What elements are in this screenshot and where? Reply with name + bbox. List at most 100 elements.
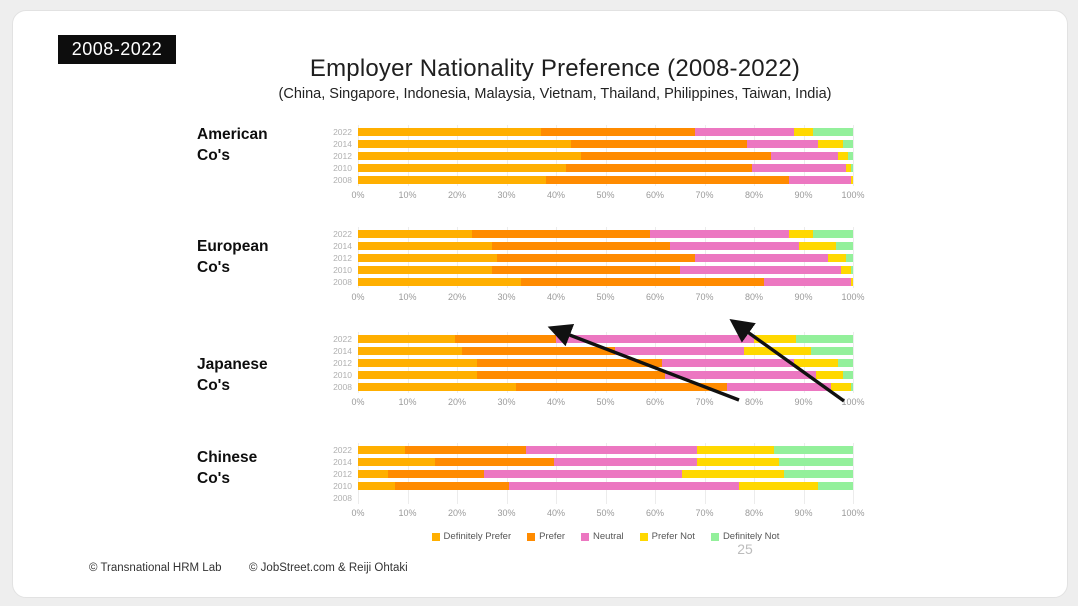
chart-subtitle: (China, Singapore, Indonesia, Malaysia, …	[278, 86, 832, 102]
axis-tick-label: 20%	[447, 190, 466, 200]
year-label: 2014	[333, 240, 352, 251]
group-label-line: Co's	[197, 259, 230, 276]
bar-segment-definitely-prefer	[358, 242, 492, 250]
axis-tick-label: 30%	[497, 190, 516, 200]
year-label: 2022	[333, 444, 352, 455]
axis-tick-label: 100%	[841, 508, 865, 518]
bar-segment-definitely-not	[813, 128, 853, 136]
axis-tick-label: 0%	[351, 292, 365, 302]
bar-segment-prefer-not	[845, 164, 851, 172]
group-label: Chinese Co's	[197, 447, 257, 489]
axis-tick-label: 30%	[497, 397, 516, 407]
page-number: 25	[737, 541, 753, 557]
bar-segment-definitely-not	[843, 371, 853, 379]
bar-segment-neutral	[763, 278, 851, 286]
bar-segment-prefer	[454, 335, 556, 343]
axis-tick-label: 90%	[794, 508, 813, 518]
axis-tick-label: 100%	[841, 190, 865, 200]
bar-segment-prefer	[434, 458, 554, 466]
bar-segment-prefer-not	[850, 176, 853, 184]
year-label: 2012	[333, 357, 352, 368]
bar-row-2008	[358, 176, 853, 184]
legend-swatch-prefer-not	[639, 532, 648, 541]
legend-label: Prefer Not	[651, 531, 695, 542]
axis-tick-label: 40%	[546, 397, 565, 407]
bar-segment-neutral	[746, 140, 819, 148]
bar-row-2022	[358, 128, 853, 136]
axis-tick-label: 80%	[744, 190, 763, 200]
bar-segment-neutral	[650, 230, 789, 238]
bar-segment-definitely-prefer	[358, 266, 492, 274]
year-label: 2012	[333, 150, 352, 161]
legend-label: Prefer	[539, 531, 566, 542]
group-label-line: American	[197, 126, 268, 143]
bar-row-2010	[358, 482, 853, 490]
bar-segment-prefer-not	[793, 128, 814, 136]
chart-legend: Definitely Prefer Prefer Neutral Prefer Not…	[358, 531, 853, 542]
axis-tick-label: 40%	[546, 508, 565, 518]
axis-tick-label: 90%	[794, 292, 813, 302]
axis-tick-label: 90%	[794, 190, 813, 200]
bar-row-2008	[358, 278, 853, 286]
bar-segment-definitely-not	[845, 254, 853, 262]
axis-tick-label: 60%	[645, 397, 664, 407]
bar-segment-prefer-not	[818, 140, 844, 148]
group-label: Japanese Co's	[197, 354, 268, 396]
year-label: 2008	[333, 174, 352, 185]
bar-segment-definitely-prefer	[358, 446, 406, 454]
chart-title: Employer Nationality Preference (2008-20…	[309, 55, 801, 82]
bar-row-2022	[358, 230, 853, 238]
chart-group-chinese: Chinese Co's 0% 10% 20% 30% 40% 50% 60% 70% 80% 90%…	[13, 443, 1067, 526]
bar-segment-neutral	[508, 482, 740, 490]
bar-segment-definitely-prefer	[358, 140, 571, 148]
legend-swatch-definitely-prefer	[431, 532, 440, 541]
legend-label: Neutral	[593, 531, 624, 542]
bar-segment-neutral	[555, 335, 754, 343]
bar-segment-definitely-not	[835, 242, 853, 250]
year-label: 2008	[333, 381, 352, 392]
period-badge: 2008-2022	[58, 35, 176, 64]
bar-segment-prefer-not	[793, 359, 839, 367]
axis-tick-label: 0%	[351, 190, 365, 200]
group-label-line: Co's	[197, 147, 230, 164]
bar-segment-prefer-not	[753, 335, 797, 343]
legend-item: Prefer	[527, 531, 565, 542]
bar-segment-prefer-not	[788, 230, 814, 238]
axis-tick-label: 10%	[398, 397, 417, 407]
bar-segment-definitely-prefer	[358, 230, 472, 238]
bar-row-2012	[358, 254, 853, 262]
legend-item: Prefer Not	[639, 531, 695, 542]
axis-tick-label: 70%	[695, 397, 714, 407]
bar-segment-definitely-not	[778, 458, 853, 466]
axis-tick-label: 80%	[744, 508, 763, 518]
bar-segment-prefer-not	[815, 371, 844, 379]
bar-row-2010	[358, 371, 853, 379]
bar-segment-neutral	[726, 383, 831, 391]
plot-area: 0% 10% 20% 30% 40% 50% 60% 70% 80% 90% 100% 2022 201…	[333, 332, 865, 415]
axis-tick-label: 20%	[447, 508, 466, 518]
bar-segment-definitely-not	[813, 230, 853, 238]
bar-segment-neutral	[669, 242, 799, 250]
bar-segment-prefer	[387, 470, 485, 478]
bar-segment-prefer-not	[850, 278, 853, 286]
axis-tick-label: 30%	[497, 292, 516, 302]
bar-segment-definitely-prefer	[358, 164, 566, 172]
bar-segment-definitely-prefer	[358, 254, 497, 262]
bar-segment-prefer	[476, 371, 665, 379]
slide-card: 2008-2022 Employer Nationality Preferenc…	[12, 10, 1068, 598]
axis-tick-label: 70%	[695, 292, 714, 302]
bar-segment-definitely-not	[850, 164, 853, 172]
year-label: 2010	[333, 264, 352, 275]
bar-segment-prefer-not	[739, 482, 819, 490]
year-label: 2010	[333, 369, 352, 380]
bar-segment-neutral	[771, 152, 839, 160]
axis-tick-label: 60%	[645, 508, 664, 518]
bar-segment-definitely-prefer	[358, 470, 388, 478]
axis-tick-label: 10%	[398, 190, 417, 200]
bar-row-2012	[358, 152, 853, 160]
axis-tick-label: 10%	[398, 508, 417, 518]
bar-segment-prefer-not	[744, 347, 811, 355]
chart-group-japanese: Japanese Co's 0% 10% 20% 30% 40% 50% 60% 70% 80% 90…	[13, 332, 1067, 415]
legend-item: Neutral	[581, 531, 624, 542]
bar-segment-definitely-prefer	[358, 176, 547, 184]
